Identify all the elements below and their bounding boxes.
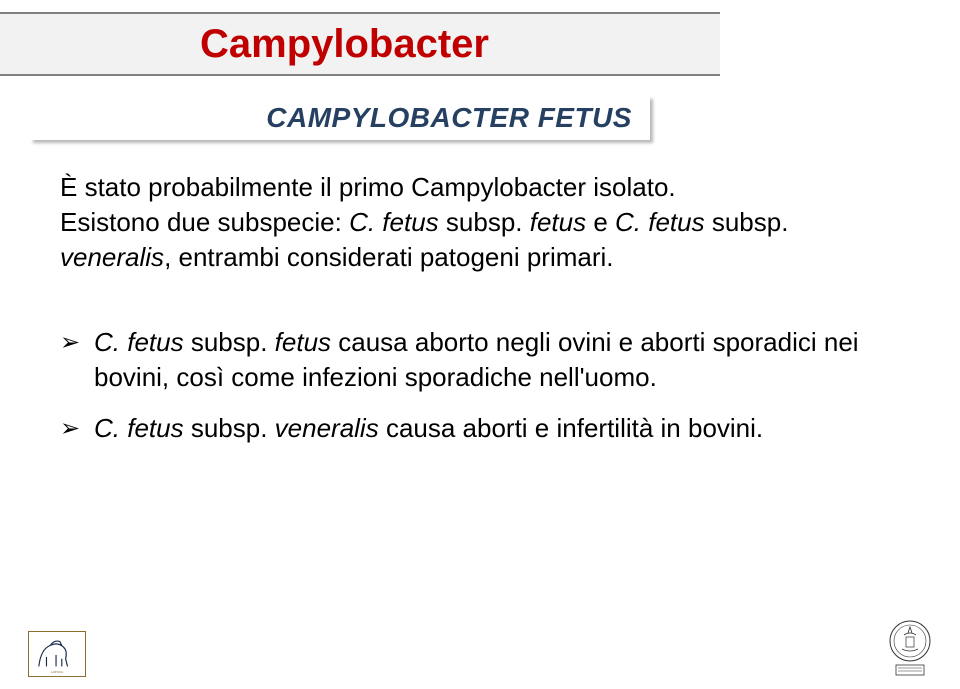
species-name: C. fetus (615, 207, 712, 237)
subtitle-box: CAMPYLOBACTER FETUS (30, 96, 650, 140)
bullet-item-1: C. fetus subsp. fetus causa aborto negli… (60, 325, 900, 395)
bullet-item-2: C. fetus subsp. veneralis causa aborti e… (60, 411, 900, 446)
paragraph-1: È stato probabilmente il primo Campyloba… (60, 170, 900, 275)
text: subsp. (191, 327, 275, 357)
species-name: C. fetus (94, 327, 191, 357)
svg-text:AZIENDA: AZIENDA (51, 670, 65, 674)
subspecies-name: fetus (275, 327, 339, 357)
text: subsp. (191, 413, 275, 443)
text: subsp. (712, 207, 789, 237)
horse-logo-icon: AZIENDA (29, 632, 85, 676)
text: e (593, 207, 615, 237)
text: causa aborti e infertilità in bovini. (386, 413, 763, 443)
title-bar: Campylobacter (0, 12, 720, 76)
species-name: C. fetus (94, 413, 191, 443)
logo-left: AZIENDA (28, 631, 86, 677)
subspecies-name: veneralis (275, 413, 386, 443)
subtitle: CAMPYLOBACTER FETUS (266, 102, 632, 134)
subspecies-name: fetus (530, 207, 594, 237)
text: , entrambi considerati patogeni primari. (164, 242, 613, 272)
text: subsp. (446, 207, 530, 237)
bullet-list: C. fetus subsp. fetus causa aborto negli… (60, 325, 900, 446)
logo-right (886, 619, 934, 679)
page-title: Campylobacter (200, 22, 489, 67)
university-seal-icon (886, 619, 934, 679)
text: Esistono due subspecie: (60, 207, 349, 237)
subspecies-name: veneralis (60, 242, 164, 272)
subspecies-line: Esistono due subspecie: C. fetus subsp. … (60, 205, 900, 275)
content-area: È stato probabilmente il primo Campyloba… (60, 170, 900, 463)
species-name: C. fetus (349, 207, 446, 237)
intro-line: È stato probabilmente il primo Campyloba… (60, 170, 900, 205)
